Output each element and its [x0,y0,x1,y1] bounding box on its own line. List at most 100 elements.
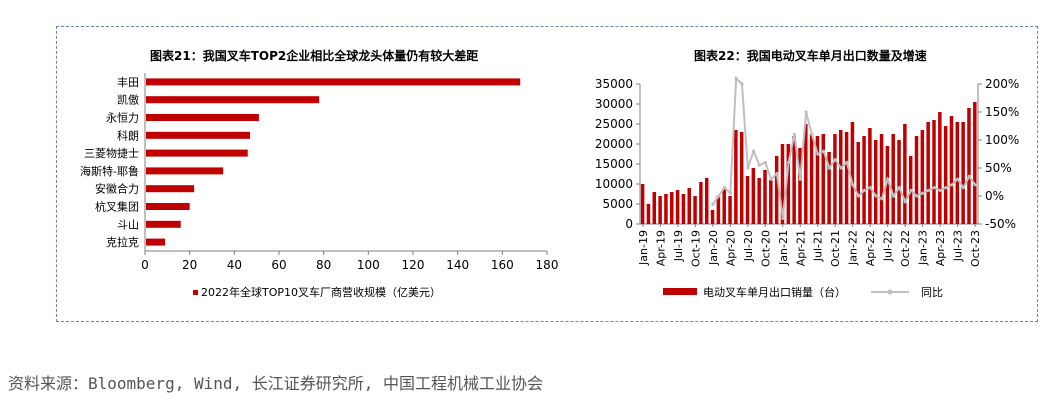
source-note: 资料来源：Bloomberg, Wind, 长江证券研究所, 中国工程机械工业协… [8,374,544,393]
chart2-x-tick-label: Oct-19 [689,230,702,267]
chart2-bar [739,132,744,224]
chart2-x-tick-label: Jan-20 [707,230,720,266]
chart1-category-label: 杭叉集团 [95,200,139,214]
chart2-bar [856,142,860,224]
chart2-bar [745,176,750,224]
chart2-bar [734,130,738,224]
chart2-bar [879,134,884,224]
chart2-growth-point [757,163,762,167]
chart2-bar [664,194,668,224]
chart2-x-tick-label: Oct-23 [969,230,982,267]
chart2-growth-point [722,186,727,190]
chart2-growth-point [775,172,779,176]
chart1-x-tick-label: 140 [446,258,469,272]
chart2-growth-point [839,166,843,170]
chart2-bar [885,146,890,224]
chart2-bar [699,182,703,224]
chart2-bar [652,192,657,224]
chart2-growth-point [845,160,849,164]
chart2-legend-line-marker [887,289,893,295]
chart2-growth-point [717,194,721,198]
chart2-growth-point [833,158,837,162]
chart2-x-tick-label: Jan-19 [637,230,650,266]
chart2-x-tick-label: Apr-19 [654,230,667,266]
chart2-growth-point [763,160,767,164]
chart2-growth-point [944,186,948,190]
chart2-x-tick-label: Jul-21 [812,230,825,262]
chart2-bar [774,156,779,224]
chart2-bar [710,210,715,224]
chart2-bar [809,134,814,224]
chart2-bar [716,196,721,224]
chart2-bar [687,188,691,224]
chart2-x-tick-label: Jan-21 [777,230,790,266]
chart2-growth-point [810,132,814,136]
chart2-legend-line-label: 同比 [921,286,943,299]
charts-frame [56,26,1038,322]
chart2-bar [844,132,849,224]
chart2-bar [897,140,901,224]
chart2-growth-point [856,194,861,198]
chart2-bar [903,124,907,224]
chart2-x-tick-label: Oct-22 [899,230,912,267]
chart2-bar [839,130,843,224]
chart2-bar [850,122,855,224]
chart2-x-tick-label: Jul-22 [882,230,895,262]
chart2-growth-point [740,82,744,86]
chart2-growth-point [769,177,773,181]
chart2-growth-point [915,194,919,198]
chart1-category-label: 安徽合力 [95,182,139,196]
chart2-bar [751,168,756,224]
chart2-bar [704,178,709,224]
chart2-bar [728,196,732,224]
chart1-bar [146,114,259,121]
chart2-bar [658,196,662,224]
chart2-bar [780,144,785,224]
chart1-x-tick-label: 120 [402,258,425,272]
chart2-left-tick-label: 30000 [595,97,633,111]
chart2-growth-point [821,149,826,153]
chart2-x-tick-label: Oct-20 [759,230,772,267]
chart2-bar [763,170,767,224]
chart2-growth-point [868,186,872,190]
chart1-category-label: 永恒力 [106,111,139,125]
chart1-category-label: 三菱物捷士 [84,146,139,160]
chart2-growth-point [886,177,890,181]
chart2-growth-point [862,188,866,192]
chart1-bar [146,167,224,175]
chart2-bar [961,122,965,224]
chart1-bar [146,96,320,104]
chart2-bar [722,188,726,224]
chart2-bar [949,116,954,224]
chart2-bar [769,180,773,224]
chart1-legend-swatch [193,290,198,295]
chart2-growth-point [967,174,971,178]
chart2-x-tick-label: Jan-23 [917,230,930,266]
chart2-right-tick-label: 100% [985,133,1019,147]
chart2-bar [693,196,697,224]
chart2-growth-line [711,76,976,219]
chart1-x-tick-label: 180 [536,258,559,272]
chart2-bar [646,204,651,224]
chart2-left-tick-label: 5000 [602,197,633,211]
chart2-growth-point [792,132,797,136]
chart2-right-tick-label: 150% [985,105,1019,119]
chart2-x-tick-label: Oct-21 [829,230,842,267]
chart2-bar [786,144,791,224]
chart2-right-tick-label: 200% [985,77,1019,91]
chart1-x-tick-label: 80 [316,258,331,272]
chart2-growth-point [961,186,966,190]
chart1-bar [146,238,166,246]
chart2-x-tick-label: Jan-22 [847,230,860,266]
chart2-bar [804,124,808,224]
chart2-bar [967,108,971,224]
chart1-category-label: 海斯特-耶鲁 [80,164,139,178]
chart2-x-tick-label: Apr-21 [794,230,807,266]
chart2-right-tick-label: 50% [985,161,1012,175]
chart2-growth-point [734,76,738,80]
chart2-bar [798,148,802,224]
chart2-growth-point [973,183,977,187]
chart2-bar [815,136,820,224]
chart2-legend-bar-label: 电动叉车单月出口销量（台） [703,285,846,299]
